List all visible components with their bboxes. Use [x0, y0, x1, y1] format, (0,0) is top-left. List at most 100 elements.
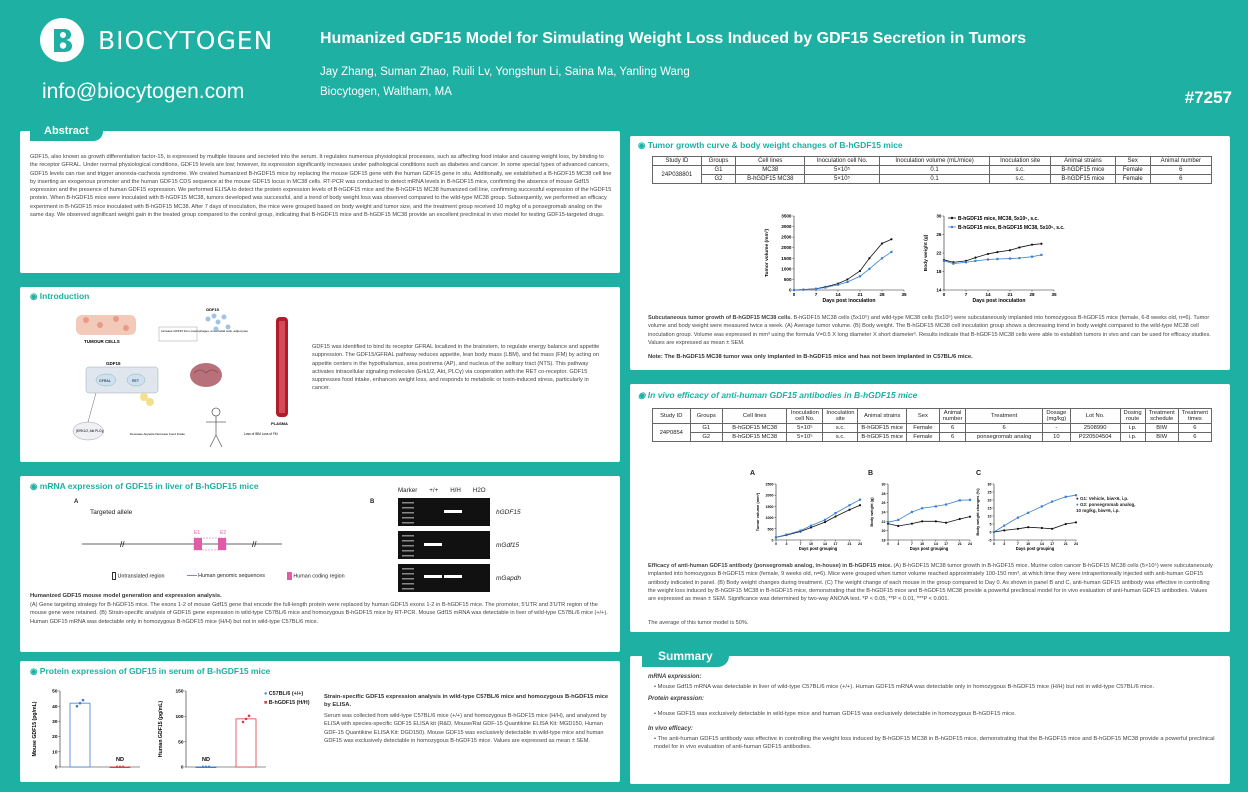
- th-groups: Groups: [700, 156, 737, 166]
- data-point: [1030, 255, 1034, 258]
- y-tick-label: 20: [882, 529, 886, 533]
- summary-mrna-text: Mouse Gdf15 mRNA was detectable in liver…: [657, 684, 1155, 690]
- table-row: 24P038801 G1 MC38 5×10⁵ 0.1 s.c. B-hGDF1…: [652, 165, 1213, 184]
- data-point: [1008, 257, 1012, 260]
- x-tick-label: 35: [1051, 292, 1057, 297]
- table-cell: i.p.: [1119, 432, 1146, 442]
- y-tick-label: 2500: [766, 483, 774, 487]
- y-tick-label: 20: [988, 499, 992, 503]
- th-animal-strains: Animal strains: [1050, 156, 1116, 166]
- gel-h2o-label: H2O: [472, 487, 486, 494]
- x-tick-label: 3: [897, 542, 899, 546]
- data-point: [824, 286, 827, 289]
- table-cell: B-hGDF15 mice: [1050, 174, 1116, 184]
- panel-c-label: C: [976, 470, 982, 477]
- data-point: [858, 498, 862, 501]
- bullet-icon: ◉: [30, 291, 40, 301]
- data-point: [934, 520, 937, 523]
- series-line: [793, 238, 892, 291]
- y-tick-label: 26: [882, 501, 886, 505]
- th-groups: Groups: [689, 408, 723, 424]
- th-cell-lines: Cell lines: [735, 156, 806, 166]
- y-tick-label: 22: [936, 251, 942, 256]
- data-point: [921, 507, 924, 510]
- data-point: [799, 529, 802, 532]
- th-inoculation-volume: Inoculation volume (mL/mice): [878, 156, 991, 166]
- introduction-heading-text: Introduction: [39, 291, 90, 301]
- gdf15-receptor-label: GDF15: [106, 361, 121, 366]
- tumor-growth-panel: ◉ Tumor growth curve & body weight chang…: [630, 136, 1230, 370]
- data-point: [1016, 516, 1020, 519]
- data-point: [1008, 249, 1012, 252]
- y-tick-label: 1000: [766, 516, 774, 520]
- x-tick-label: 7: [815, 292, 818, 297]
- bullet-icon: ◉: [638, 390, 648, 400]
- table-cell: G1: [700, 165, 737, 175]
- data-point: [986, 252, 990, 256]
- y-tick-label: 150: [175, 689, 183, 695]
- legend-label: B-hGDF15 mice, B-hGDF15 MC38, 5x10⁵, s.c…: [958, 225, 1065, 231]
- y-tick-label: 1000: [781, 266, 792, 271]
- data-point: [1074, 494, 1078, 497]
- tumor-growth-study-table: Study ID Groups Cell lines Inoculation c…: [652, 156, 1213, 184]
- x-tick-label: 14: [985, 292, 991, 297]
- y-tick-label: 26: [936, 232, 942, 237]
- table-cell: G2: [700, 174, 737, 184]
- table-cell: G1: [689, 423, 723, 433]
- data-point: [1003, 529, 1006, 532]
- targeting-strategy-diagram: // // E1 E2: [82, 530, 282, 551]
- biocytogen-logo-icon: [40, 18, 84, 62]
- table-cell: BIW: [1144, 432, 1179, 442]
- y-tick-label: 15: [988, 507, 992, 511]
- abstract-panel: Abstract GDF15, also known as growth dif…: [20, 122, 620, 273]
- data-point: [890, 250, 893, 254]
- nd-annotation: ND: [202, 757, 210, 763]
- data-point: [958, 517, 961, 521]
- invivo-study-table: Study ID Groups Cell lines Inoculation c…: [652, 408, 1213, 442]
- table-cell: Female: [905, 432, 940, 442]
- data-point: [241, 720, 245, 724]
- tumor-volume-line-chart: 0 500 1000 1500 2000 2500 3000 3500 0 7 14 21 28 35 Da…: [764, 214, 907, 305]
- summary-invivo-text: The anti-human GDF15 antibody was effect…: [654, 735, 1215, 751]
- nd-annotation: ND: [116, 757, 124, 763]
- allele-legend: Untranslated region Human genomic sequen…: [112, 572, 345, 580]
- y-tick-label: 24: [882, 511, 886, 515]
- y-tick-label: 30: [52, 719, 58, 725]
- introduction-heading: ◉ Introduction: [30, 291, 89, 302]
- table-cell: BIW: [1144, 423, 1179, 433]
- table-cell: s.c.: [989, 165, 1052, 175]
- x-tick-label: 21: [857, 292, 863, 297]
- x-tick-label: 10: [1026, 542, 1030, 546]
- y-tick-label: 18: [936, 269, 942, 274]
- mrna-caption: (A) Gene targeting strategy for B-hGDF15…: [30, 602, 608, 625]
- tumor-growth-heading-text: Tumor growth curve & body weight changes…: [647, 140, 903, 150]
- th-inoculation-cell-no: Inoculation cell No.: [804, 156, 880, 166]
- data-point: [792, 288, 796, 292]
- mrna-panel: ◉ mRNA expression of GDF15 in liver of B…: [20, 476, 620, 652]
- x-tick-label: 14: [835, 292, 841, 297]
- th-dosage: Dosage (mg/kg): [1041, 408, 1071, 424]
- gel-label-hgdf15: hGDF15: [496, 509, 521, 516]
- tumor-growth-caption-text: B-hGDF15 MC38 cells (5x10⁵) and wild-typ…: [648, 315, 1211, 346]
- gfral-label: GFRAL: [99, 379, 111, 383]
- x-tick-label: 7: [1017, 542, 1019, 546]
- contact-email[interactable]: info@biocytogen.com: [42, 80, 245, 103]
- series-line: [943, 254, 1042, 265]
- invivo-panel: ◉ In vivo efficacy of anti-human GDF15 a…: [630, 384, 1230, 632]
- svg-text://: //: [252, 540, 257, 549]
- introduction-panel: ◉ Introduction TUMOUR CELLS Increase GDF…: [20, 287, 620, 462]
- x-tick-label: 14: [1040, 542, 1044, 546]
- table-cell: B-hGDF15 MC38: [735, 174, 806, 184]
- y-axis-label: Body weight changes (%): [975, 488, 980, 536]
- data-point: [964, 261, 968, 264]
- x-tick-label: 24: [858, 542, 862, 546]
- legend-g1-label: G1: Vehicle, biw×6, i.p.: [1079, 496, 1129, 501]
- table-cell: P220504504: [1069, 432, 1121, 442]
- data-point: [886, 521, 890, 524]
- panel-b-label: B: [370, 499, 375, 505]
- summary-protein-text: Mouse GDF15 was exclusively detectable i…: [657, 711, 1016, 718]
- series-line: [775, 499, 861, 538]
- y-tick-label: 18: [882, 539, 886, 543]
- summary-invivo-title: In vivo efficacy:: [648, 725, 693, 732]
